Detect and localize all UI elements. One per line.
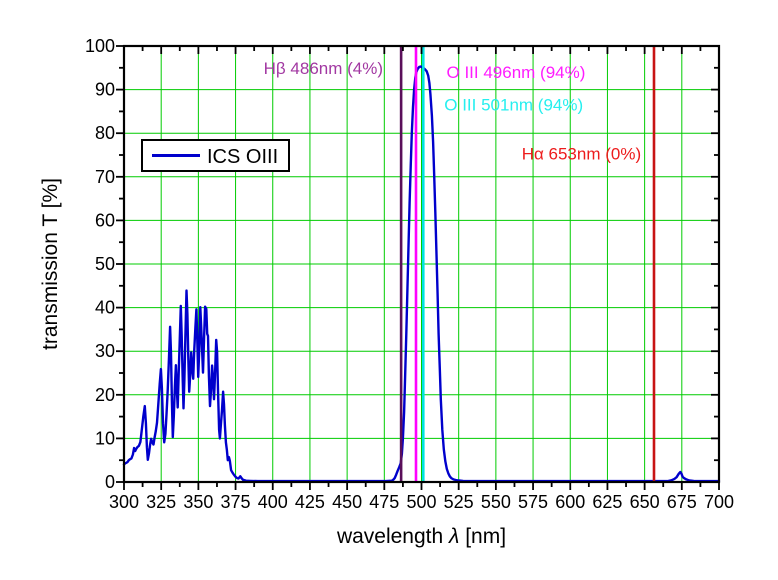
y-tick-label: 10 [95,428,115,448]
x-tick-label: 400 [258,492,288,512]
y-tick-label: 40 [95,298,115,318]
x-tick-label: 550 [481,492,511,512]
y-tick-label: 100 [85,36,115,56]
y-tick-label: 30 [95,341,115,361]
annotation-oiii-496: O III 496nm (94%) [447,63,586,82]
annotation-oiii-501: O III 501nm (94%) [444,95,583,114]
x-tick-label: 425 [295,492,325,512]
y-tick-label: 0 [105,472,115,492]
x-tick-label: 325 [146,492,176,512]
x-tick-label: 375 [221,492,251,512]
x-tick-label: 300 [109,492,139,512]
x-tick-label: 700 [704,492,734,512]
x-axis-title: wavelength λ [nm] [336,525,506,548]
y-axis-title: transmission T [%] [39,178,62,350]
y-tick-label: 90 [95,80,115,100]
y-tick-label: 70 [95,167,115,187]
x-tick-label: 500 [406,492,436,512]
y-tick-label: 20 [95,385,115,405]
y-tick-label: 60 [95,210,115,230]
x-tick-label: 675 [667,492,697,512]
x-tick-label: 575 [518,492,548,512]
annotation-h-alpha: Hα 653nm (0%) [522,145,641,164]
y-tick-label: 50 [95,254,115,274]
legend-label: ICS OIII [207,146,278,168]
y-tick-label: 80 [95,123,115,143]
x-tick-label: 525 [444,492,474,512]
x-tick-label: 475 [369,492,399,512]
x-tick-label: 625 [592,492,622,512]
x-tick-label: 600 [555,492,585,512]
x-tick-label: 350 [183,492,213,512]
annotation-h-beta: Hβ 486nm (4%) [264,59,383,78]
x-tick-label: 650 [630,492,660,512]
x-tick-label: 450 [332,492,362,512]
transmission-curve [122,65,721,483]
